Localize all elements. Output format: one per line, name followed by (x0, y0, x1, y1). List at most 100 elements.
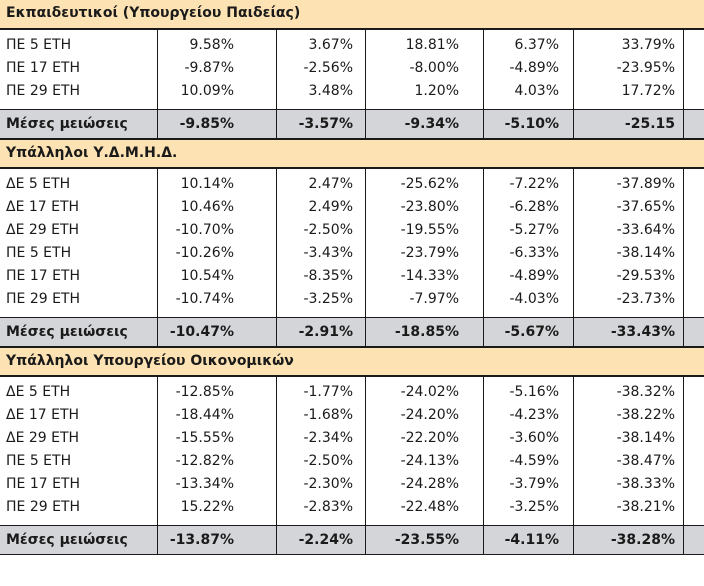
table-row: ΠΕ 17 ΕΤΗ 10.54% -8.35% -14.33% -4.89% -29.53… (0, 265, 704, 288)
value-cell: -4.89% (509, 60, 559, 76)
value-cell: -33.64% (616, 222, 675, 238)
column-divider (483, 526, 484, 554)
column-divider (683, 30, 684, 109)
column-divider (483, 377, 484, 525)
value-cell: -19.55% (400, 222, 459, 238)
row-label: ΠΕ 29 ΕΤΗ (6, 83, 81, 99)
column-divider (683, 169, 684, 317)
value-cell: -12.82% (175, 453, 234, 469)
value-cell: -38.22% (616, 407, 675, 423)
value-cell: 1.20% (414, 83, 459, 99)
row-label: ΔΕ 29 ΕΤΗ (6, 430, 80, 446)
row-label: ΠΕ 17 ΕΤΗ (6, 476, 81, 492)
value-cell: -5.27% (509, 222, 559, 238)
value-cell: 4.03% (514, 83, 559, 99)
value-cell: -23.80% (400, 199, 459, 215)
column-divider (157, 30, 158, 109)
section-header: Υπάλληλοι Υπουργείου Οικονομικών (0, 347, 704, 376)
average-value: -10.47% (169, 324, 234, 340)
table-row: ΔΕ 17 ΕΤΗ -18.44% -1.68% -24.20% -4.23% -38.2… (0, 404, 704, 427)
average-value: -9.34% (404, 116, 459, 132)
column-divider (365, 318, 366, 346)
column-divider (483, 110, 484, 138)
value-cell: -29.53% (616, 268, 675, 284)
table-row: ΠΕ 5 ΕΤΗ 9.58% 3.67% 18.81% 6.37% 33.79% (0, 34, 704, 57)
row-label: ΠΕ 5 ΕΤΗ (6, 453, 72, 469)
section-body: ΠΕ 5 ΕΤΗ 9.58% 3.67% 18.81% 6.37% 33.79% ΠΕ 17… (0, 29, 704, 109)
column-divider (683, 377, 684, 525)
average-label: Μέσες μειώσεις (6, 532, 128, 548)
value-cell: -24.02% (400, 384, 459, 400)
value-cell: -22.20% (400, 430, 459, 446)
column-divider (276, 318, 277, 346)
value-cell: -5.16% (509, 384, 559, 400)
table-row: ΔΕ 29 ΕΤΗ -10.70% -2.50% -19.55% -5.27% -33.6… (0, 219, 704, 242)
table-row: ΠΕ 5 ΕΤΗ -10.26% -3.43% -23.79% -6.33% -38.14… (0, 242, 704, 265)
value-cell: -4.59% (509, 453, 559, 469)
column-divider (683, 110, 684, 138)
value-cell: 3.48% (308, 83, 353, 99)
value-cell: -3.25% (509, 499, 559, 515)
value-cell: -24.13% (400, 453, 459, 469)
column-divider (157, 526, 158, 554)
value-cell: -6.28% (509, 199, 559, 215)
value-cell: -3.79% (509, 476, 559, 492)
value-cell: 33.79% (621, 37, 675, 53)
value-cell: -12.85% (175, 384, 234, 400)
value-cell: -2.50% (303, 222, 353, 238)
column-divider (157, 110, 158, 138)
column-divider (573, 377, 574, 525)
column-divider (573, 30, 574, 109)
average-value: -25.15 (624, 116, 675, 132)
value-cell: -38.33% (616, 476, 675, 492)
column-divider (483, 30, 484, 109)
average-value: -4.11% (504, 532, 559, 548)
value-cell: -2.34% (303, 430, 353, 446)
value-cell: -9.87% (184, 60, 234, 76)
average-value: -5.10% (504, 116, 559, 132)
column-divider (365, 377, 366, 525)
average-row: Μέσες μειώσεις -10.47% -2.91% -18.85% -5.67%… (0, 317, 704, 347)
column-divider (683, 526, 684, 554)
row-label: ΔΕ 5 ΕΤΗ (6, 176, 71, 192)
table-row: ΠΕ 29 ΕΤΗ -10.74% -3.25% -7.97% -4.03% -23.73… (0, 288, 704, 311)
value-cell: -2.56% (303, 60, 353, 76)
value-cell: 10.14% (180, 176, 234, 192)
table-row: ΔΕ 29 ΕΤΗ -15.55% -2.34% -22.20% -3.60% -38.1… (0, 427, 704, 450)
column-divider (276, 169, 277, 317)
column-divider (276, 30, 277, 109)
table-row: ΔΕ 5 ΕΤΗ -12.85% -1.77% -24.02% -5.16% -38.32… (0, 381, 704, 404)
value-cell: -3.25% (303, 291, 353, 307)
table-row: ΔΕ 17 ΕΤΗ 10.46% 2.49% -23.80% -6.28% -37.65% (0, 196, 704, 219)
value-cell: -38.21% (616, 499, 675, 515)
average-label: Μέσες μειώσεις (6, 116, 128, 132)
column-divider (573, 169, 574, 317)
table-row: ΔΕ 5 ΕΤΗ 10.14% 2.47% -25.62% -7.22% -37.89% (0, 173, 704, 196)
average-value: -2.24% (298, 532, 353, 548)
row-label: ΠΕ 29 ΕΤΗ (6, 291, 81, 307)
value-cell: -24.20% (400, 407, 459, 423)
value-cell: -38.14% (616, 430, 675, 446)
value-cell: -7.97% (409, 291, 459, 307)
value-cell: 2.47% (308, 176, 353, 192)
value-cell: -38.32% (616, 384, 675, 400)
value-cell: 18.81% (405, 37, 459, 53)
column-divider (365, 30, 366, 109)
average-value: -18.85% (394, 324, 459, 340)
column-divider (157, 377, 158, 525)
value-cell: -38.14% (616, 245, 675, 261)
value-cell: 6.37% (514, 37, 559, 53)
value-cell: -18.44% (175, 407, 234, 423)
value-cell: -3.43% (303, 245, 353, 261)
column-divider (573, 318, 574, 346)
value-cell: -8.35% (303, 268, 353, 284)
section-title: Υπάλληλοι Υπουργείου Οικονομικών (6, 353, 294, 369)
column-divider (683, 318, 684, 346)
column-divider (157, 169, 158, 317)
average-value: -13.87% (169, 532, 234, 548)
average-value: -23.55% (394, 532, 459, 548)
average-label: Μέσες μειώσεις (6, 324, 128, 340)
average-value: -33.43% (610, 324, 675, 340)
value-cell: 3.67% (308, 37, 353, 53)
section-title: Υπάλληλοι Υ.Δ.Μ.Η.Δ. (6, 145, 178, 161)
